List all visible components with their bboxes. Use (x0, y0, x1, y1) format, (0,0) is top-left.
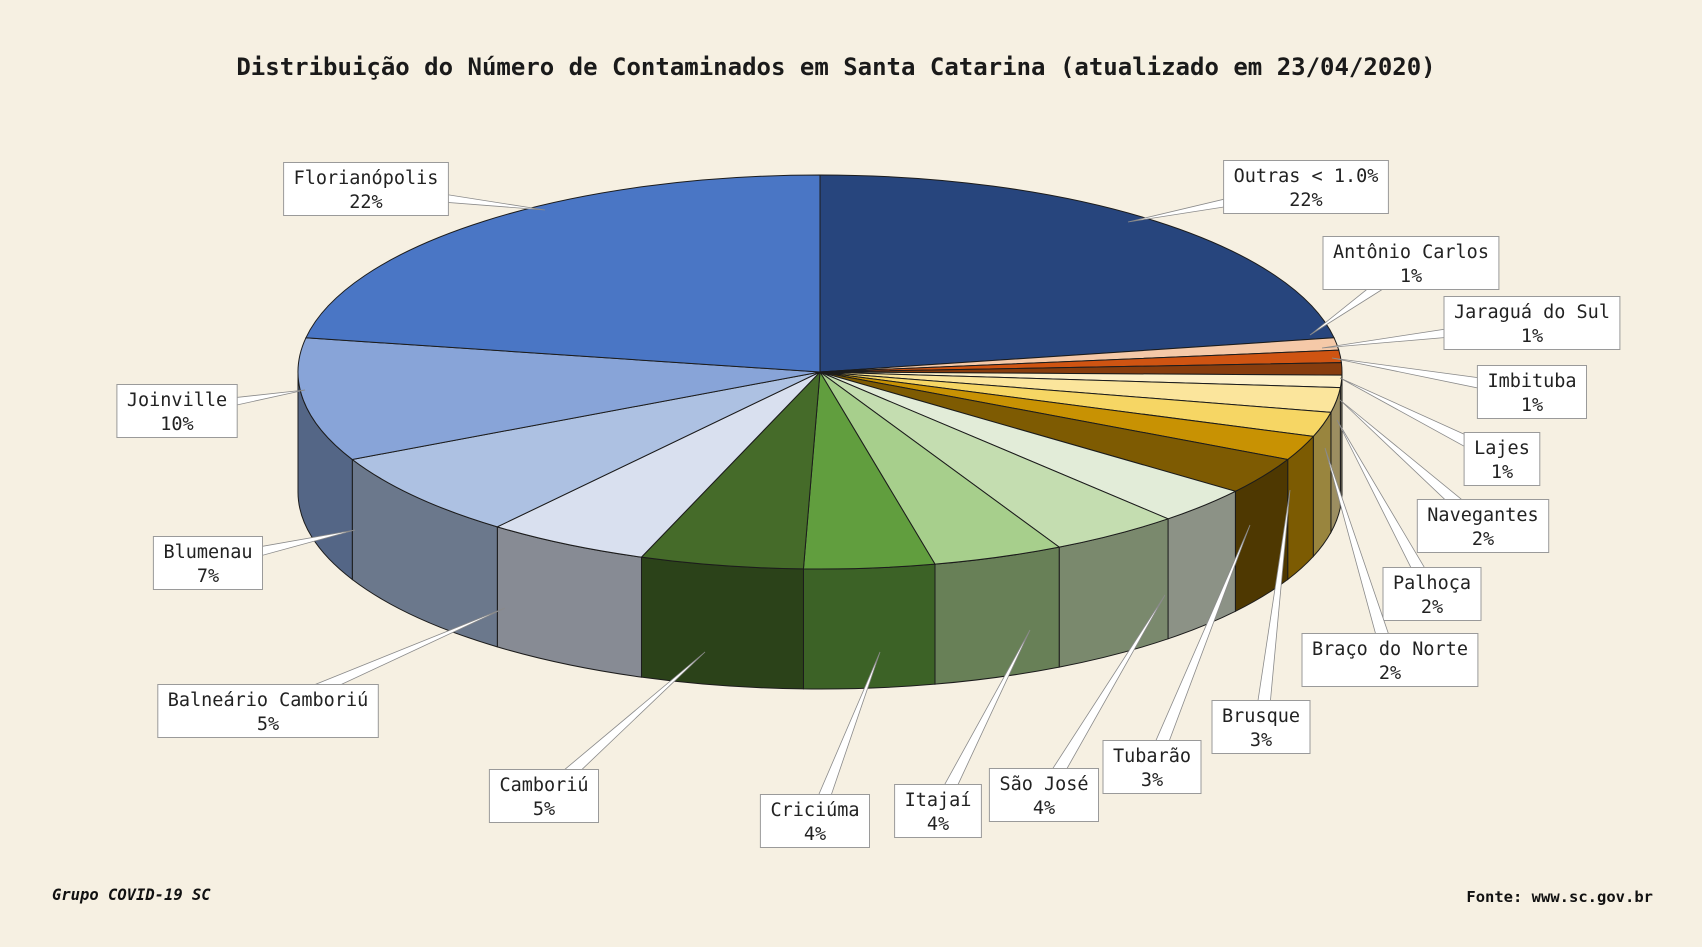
slice-label-13: Camboriú 5% (488, 651, 706, 823)
slice-label-percent: 1% (1491, 462, 1513, 483)
label-box-9 (1102, 740, 1202, 794)
footer-source: Fonte: www.sc.gov.br (1466, 888, 1653, 906)
slice-label-10: São José 4% (988, 594, 1166, 822)
slice-label-percent: 10% (160, 414, 193, 435)
slice-label-name: Brusque (1222, 706, 1300, 727)
slice-label-percent: 4% (1033, 798, 1055, 819)
slice-label-percent: 1% (1400, 266, 1422, 287)
slice-label-name: Antônio Carlos (1333, 242, 1489, 263)
slice-label-15: Blumenau 7% (152, 529, 356, 590)
slice-label-name: São José (999, 774, 1088, 795)
label-box-10 (988, 768, 1100, 822)
slice-label-1: Antônio Carlos 1% (1309, 236, 1500, 336)
slice-label-9: Tubarão 3% (1102, 524, 1251, 794)
slice-side-12 (802, 563, 936, 690)
slice-label-0: Outras < 1.0% 22% (1127, 160, 1389, 223)
label-box-12 (759, 794, 871, 848)
slice-label-11: Itajaí 4% (894, 629, 1031, 838)
label-box-5 (1416, 499, 1550, 553)
slice-labels: Outras < 1.0%22%Antônio Carlos1%Jaraguá … (116, 160, 1621, 848)
pie-slice-14 (495, 371, 821, 558)
slice-label-name: Blumenau (163, 542, 252, 563)
slice-label-percent: 3% (1141, 770, 1163, 791)
slice-label-percent: 2% (1379, 663, 1401, 684)
slice-label-17: Florianópolis 22% (283, 162, 546, 216)
label-box-6 (1382, 567, 1482, 621)
label-box-11 (894, 784, 982, 838)
label-box-4 (1463, 432, 1541, 486)
label-box-7 (1301, 633, 1479, 687)
pie-slice-13 (640, 370, 821, 570)
slice-label-6: Palhoça 2% (1336, 419, 1482, 621)
slice-label-7: Braço do Norte 2% (1301, 447, 1479, 687)
label-box-15 (152, 536, 263, 590)
pie-slice-0 (819, 174, 1335, 373)
slice-label-8: Brusque 3% (1211, 489, 1311, 754)
slice-label-percent: 2% (1472, 529, 1494, 550)
slice-label-name: Florianópolis (294, 168, 439, 189)
slice-label-name: Navegantes (1427, 505, 1538, 526)
slice-label-4: Lajes 1% (1339, 377, 1541, 486)
slice-label-name: Outras < 1.0% (1234, 166, 1379, 187)
slice-label-2: Jaraguá do Sul 1% (1321, 296, 1621, 350)
slice-label-percent: 2% (1421, 597, 1443, 618)
slice-label-name: Tubarão (1113, 746, 1191, 767)
label-box-17 (283, 162, 449, 216)
slice-label-name: Braço do Norte (1312, 639, 1468, 660)
slice-label-name: Camboriú (499, 775, 588, 796)
slice-label-percent: 4% (804, 824, 826, 845)
slice-label-percent: 3% (1250, 730, 1272, 751)
label-box-0 (1223, 160, 1389, 214)
label-box-1 (1322, 236, 1500, 290)
chart-title: Distribuição do Número de Contaminados e… (236, 53, 1435, 81)
pie-slices (297, 174, 1343, 570)
slice-label-name: Jaraguá do Sul (1454, 302, 1610, 323)
pie-slice-17 (305, 174, 821, 373)
slice-label-percent: 4% (927, 814, 949, 835)
label-box-3 (1476, 365, 1588, 419)
label-leader-7 (1324, 447, 1398, 663)
slice-label-5: Navegantes 2% (1339, 399, 1550, 553)
slice-side-13 (640, 556, 804, 690)
pie-slice-16 (297, 337, 821, 461)
pie-slice-15 (351, 371, 821, 528)
slice-label-12: Criciúma 4% (759, 651, 881, 848)
slice-label-name: Lajes (1474, 438, 1530, 459)
label-box-14 (157, 684, 379, 738)
slice-label-percent: 1% (1521, 395, 1543, 416)
label-box-16 (116, 384, 238, 438)
slice-label-name: Imbituba (1487, 371, 1576, 392)
slice-label-percent: 5% (257, 714, 279, 735)
slice-label-3: Imbituba 1% (1331, 357, 1588, 419)
slice-label-16: Joinville 10% (116, 384, 306, 438)
label-box-2 (1443, 296, 1621, 350)
slice-label-name: Balneário Camboriú (168, 690, 368, 711)
slice-label-percent: 22% (349, 192, 382, 213)
label-box-13 (488, 769, 599, 823)
label-box-8 (1211, 700, 1311, 754)
slice-label-name: Joinville (127, 390, 227, 411)
slice-side-11 (934, 546, 1060, 685)
slice-label-percent: 5% (533, 799, 555, 820)
slice-label-name: Criciúma (770, 800, 859, 821)
slice-label-percent: 7% (197, 566, 219, 587)
slice-label-percent: 22% (1289, 190, 1322, 211)
slice-label-name: Itajaí (905, 790, 972, 811)
footer-credit: Grupo COVID-19 SC (52, 886, 211, 904)
slice-label-14: Balneário Camboriú 5% (157, 607, 506, 738)
slice-label-name: Palhoça (1393, 573, 1471, 594)
slice-side-7 (1287, 435, 1314, 581)
slice-label-percent: 1% (1521, 326, 1543, 347)
